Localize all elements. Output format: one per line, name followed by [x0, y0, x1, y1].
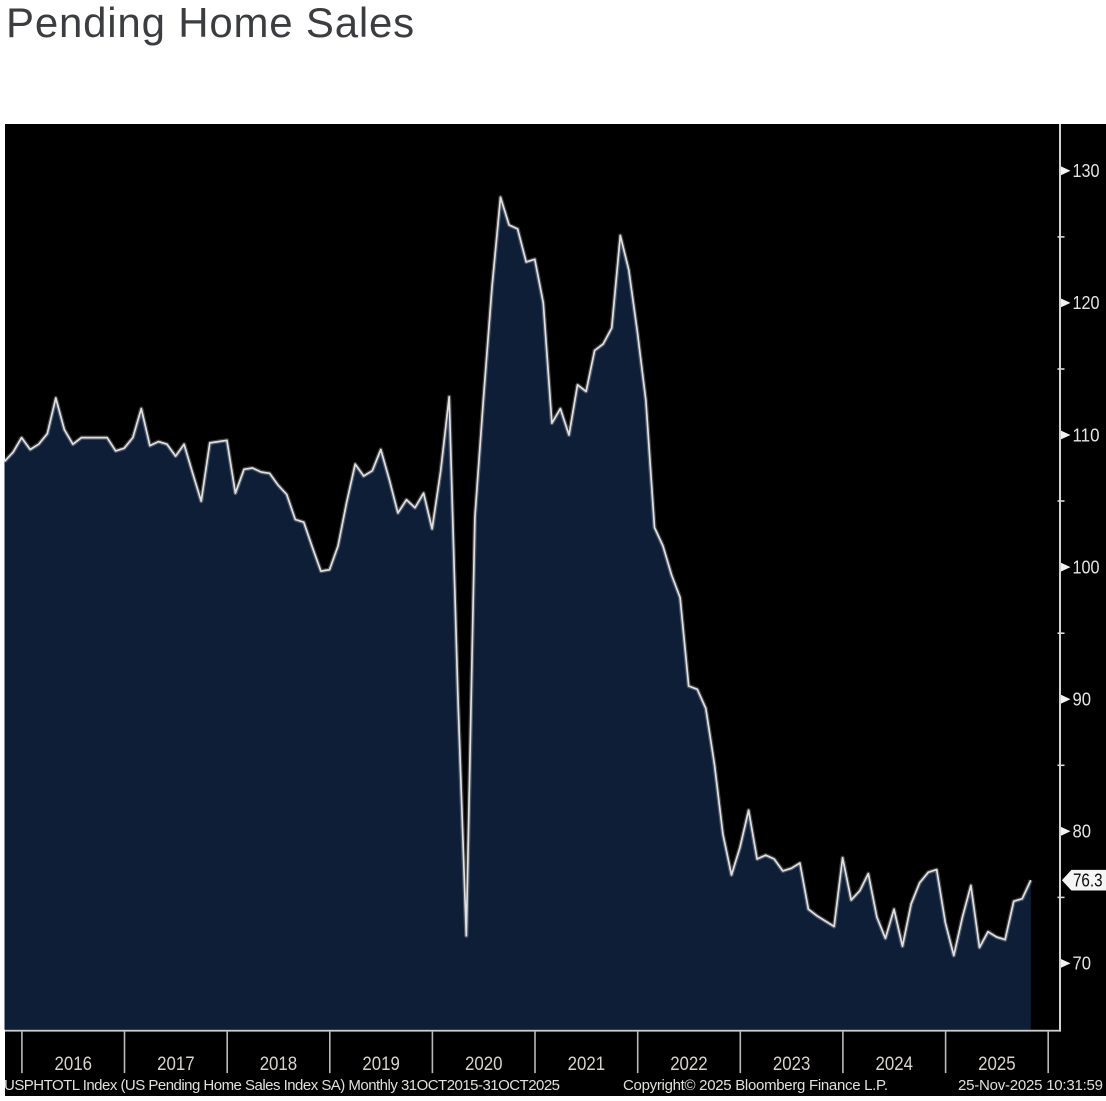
svg-text:80: 80	[1073, 821, 1092, 842]
svg-text:130: 130	[1073, 160, 1100, 181]
svg-text:76.3: 76.3	[1073, 870, 1103, 891]
svg-text:120: 120	[1073, 292, 1100, 313]
svg-text:2024: 2024	[876, 1054, 914, 1075]
svg-text:2025: 2025	[978, 1054, 1016, 1075]
svg-text:90: 90	[1073, 689, 1092, 710]
svg-text:2017: 2017	[157, 1054, 195, 1075]
svg-text:110: 110	[1073, 424, 1100, 445]
svg-text:2019: 2019	[362, 1054, 400, 1075]
svg-text:2018: 2018	[260, 1054, 298, 1075]
svg-text:25-Nov-2025 10:31:59: 25-Nov-2025 10:31:59	[958, 1077, 1103, 1094]
svg-text:2023: 2023	[773, 1054, 811, 1075]
svg-text:2016: 2016	[55, 1054, 93, 1075]
svg-text:2022: 2022	[670, 1054, 708, 1075]
svg-text:70: 70	[1073, 953, 1092, 974]
svg-text:USPHTOTL Index (US Pending Hom: USPHTOTL Index (US Pending Home Sales In…	[4, 1077, 560, 1094]
svg-text:Copyright© 2025 Bloomberg Fina: Copyright© 2025 Bloomberg Finance L.P.	[623, 1077, 888, 1094]
svg-text:2021: 2021	[568, 1054, 606, 1075]
svg-text:2020: 2020	[465, 1054, 503, 1075]
svg-text:100: 100	[1073, 556, 1100, 577]
